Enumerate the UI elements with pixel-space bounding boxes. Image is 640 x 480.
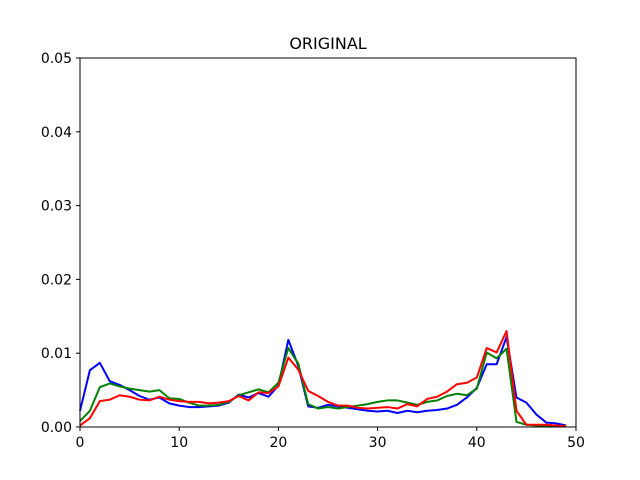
x-axis: 0 10 20 30 40 50 <box>76 427 585 451</box>
y-tick-label: 0.01 <box>41 346 72 362</box>
series-line-2 <box>79 330 567 428</box>
plot-area-frame <box>79 57 577 428</box>
y-tick-label: 0.02 <box>41 272 72 288</box>
x-tick-label: 40 <box>468 435 486 451</box>
y-tick-label: 0.05 <box>41 51 72 67</box>
series-layer <box>79 330 567 428</box>
y-tick-label: 0.00 <box>41 420 72 436</box>
x-tick-label: 30 <box>369 435 387 451</box>
x-tick-label: 20 <box>269 435 287 451</box>
series-line-1 <box>79 347 567 428</box>
x-tick-label: 10 <box>170 435 188 451</box>
y-axis: 0.00 0.01 0.02 0.03 0.04 0.05 <box>41 51 80 436</box>
x-tick-label: 50 <box>567 435 585 451</box>
chart-title: ORIGINAL <box>289 34 366 53</box>
y-tick-label: 0.03 <box>41 199 72 215</box>
y-tick-label: 0.04 <box>41 125 72 141</box>
x-tick-label: 0 <box>76 435 85 451</box>
series-line-0 <box>79 335 567 427</box>
